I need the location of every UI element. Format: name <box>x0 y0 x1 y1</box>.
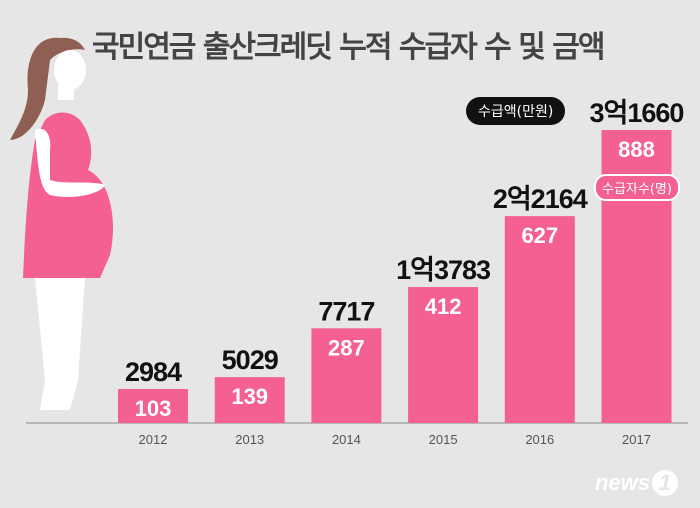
count-label-2017: 888 <box>618 137 655 162</box>
bar-2012 <box>118 389 188 423</box>
count-label-2012: 103 <box>135 396 172 421</box>
bar-2013 <box>214 377 285 423</box>
count-label-2014: 287 <box>328 335 365 360</box>
year-label-2016: 2016 <box>525 432 554 447</box>
legend-count: 수급자수(명) <box>594 174 680 201</box>
count-label-2016: 627 <box>521 223 558 248</box>
bar-2015 <box>408 287 479 423</box>
year-label-2015: 2015 <box>429 432 458 447</box>
chart-title: 국민연금 출산크레딧 누적 수급자 수 및 금액 <box>92 30 605 65</box>
amount-label-2013: 5029 <box>222 345 279 375</box>
count-label-2015: 412 <box>425 294 462 319</box>
year-label-2014: 2014 <box>332 432 361 447</box>
year-label-2017: 2017 <box>622 432 651 447</box>
count-label-2013: 139 <box>231 384 268 409</box>
legend-amount: 수급액(만원) <box>466 97 566 125</box>
year-label-2012: 2012 <box>139 432 168 447</box>
news1-logo: news 1 <box>595 470 678 496</box>
year-label-2013: 2013 <box>235 432 264 447</box>
amount-label-2014: 7717 <box>318 296 374 326</box>
amount-label-2016: 2억2164 <box>493 184 588 214</box>
pregnant-woman-illustration <box>10 37 114 410</box>
amount-label-2012: 2984 <box>125 357 182 387</box>
bar-2016 <box>504 216 575 423</box>
amount-label-2017: 3억1660 <box>590 98 684 128</box>
amount-label-2015: 1억3783 <box>396 255 491 285</box>
bar-2014 <box>311 328 382 423</box>
